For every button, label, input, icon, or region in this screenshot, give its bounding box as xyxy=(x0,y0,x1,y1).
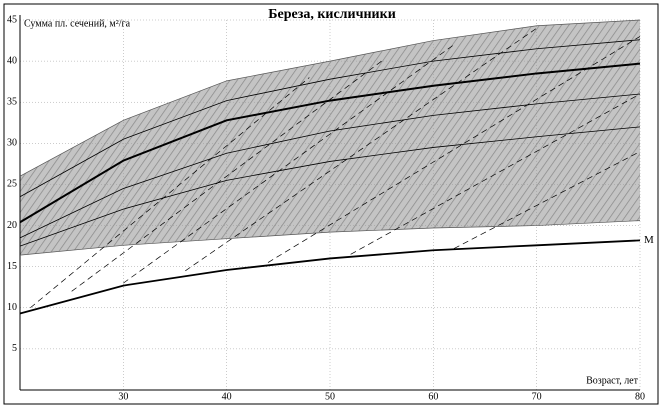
y-tick-label: 35 xyxy=(7,97,17,108)
y-tick-label: 10 xyxy=(7,302,17,313)
x-tick-label: 70 xyxy=(532,391,542,402)
band-edge xyxy=(19,220,641,256)
dashed-line xyxy=(123,44,455,284)
dashed-line xyxy=(350,93,641,255)
dashed-line xyxy=(30,77,310,309)
y-tick-label: 20 xyxy=(7,220,17,231)
x-tick-label: 30 xyxy=(118,391,128,402)
x-tick-label: 60 xyxy=(428,391,438,402)
x-tick-label: 40 xyxy=(222,391,232,402)
dashed-line xyxy=(185,27,537,272)
x-tick-label: 50 xyxy=(325,391,335,402)
y-tick-label: 45 xyxy=(7,14,17,25)
chart-title: Береза, кисличники xyxy=(268,7,396,22)
line xyxy=(19,93,641,239)
dashed-line xyxy=(267,36,641,263)
x-tick-label: 80 xyxy=(635,391,645,402)
line xyxy=(19,39,641,198)
y-tick-label: 30 xyxy=(7,138,17,149)
y-tick-label: 5 xyxy=(12,343,17,354)
line xyxy=(19,62,641,224)
dashed-line xyxy=(71,60,382,292)
frame xyxy=(3,3,659,405)
line xyxy=(19,126,641,247)
line xyxy=(19,239,641,315)
x-axis-label: Возраст, лет xyxy=(586,375,639,386)
y-tick-label: 15 xyxy=(7,261,17,272)
line-label: M xyxy=(644,234,654,246)
band-edge xyxy=(19,19,641,177)
y-axis-label: Сумма пл. сечений, м²/га xyxy=(24,18,131,29)
y-tick-label: 25 xyxy=(7,179,17,190)
dashed-line xyxy=(453,151,641,249)
y-tick-label: 40 xyxy=(7,55,17,66)
